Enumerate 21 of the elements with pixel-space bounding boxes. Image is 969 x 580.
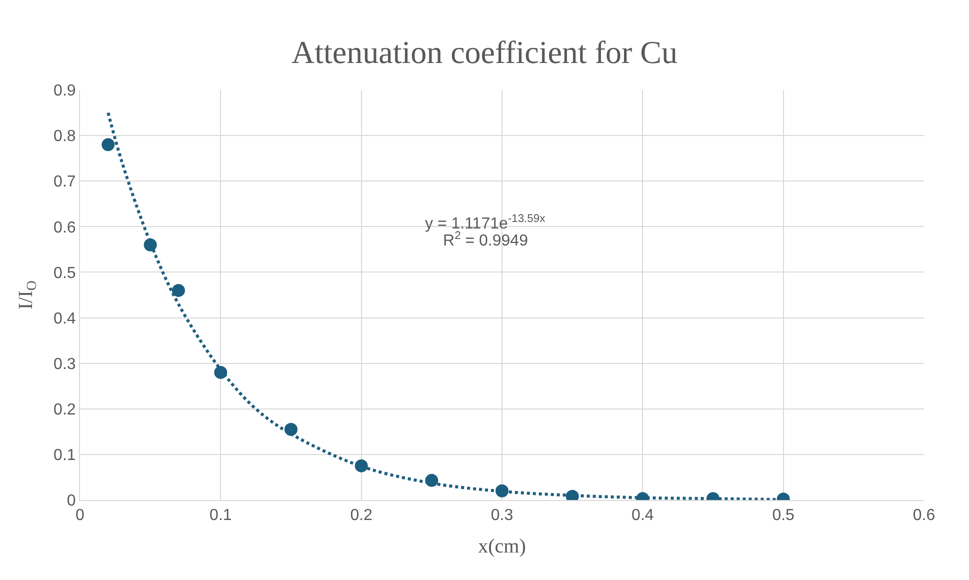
x-tick-label: 0.1: [210, 507, 232, 524]
y-tick-label: 0.1: [54, 447, 76, 464]
y-tick-label: 0.5: [54, 264, 76, 282]
y-tick-label: 0.8: [54, 128, 76, 146]
x-tick-label: 0.6: [912, 507, 936, 524]
x-tick-label: 0.5: [772, 507, 795, 524]
x-tick-label: 0.3: [490, 507, 514, 524]
y-tick-label: 0: [66, 492, 76, 510]
annotation: R$^{2}$ = 0.9949: [443, 230, 528, 250]
y-tick-label: 0.6: [54, 219, 76, 236]
x-tick-label: 0.4: [632, 507, 654, 524]
y-tick-label: 0.7: [54, 174, 76, 191]
y-tick-label: 0.2: [54, 401, 76, 418]
x-tick-label: 0.2: [350, 507, 373, 524]
y-tick-label: 0.3: [54, 356, 76, 373]
point: [102, 138, 115, 152]
chart-title: Attenuation coefficient for Cu: [292, 34, 678, 70]
y-tick-label: 0.9: [54, 82, 76, 100]
x-axis-title: x(cm): [478, 536, 526, 558]
point: [172, 284, 185, 297]
y-tick-label: 0.4: [54, 310, 76, 328]
